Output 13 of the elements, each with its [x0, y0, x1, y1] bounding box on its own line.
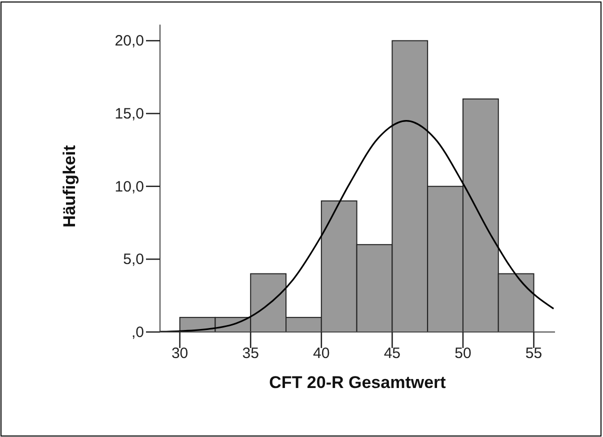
x-tick-label: 40 — [313, 345, 330, 362]
x-tick-label: 30 — [171, 345, 188, 362]
x-tick-label: 35 — [242, 345, 259, 362]
x-tick-label: 55 — [525, 345, 542, 362]
x-tick-label: 50 — [454, 345, 472, 362]
y-tick-label: ,0 — [131, 324, 144, 341]
y-tick-label: 20,0 — [114, 32, 144, 50]
y-tick-label: 5,0 — [123, 251, 144, 268]
x-tick-label: 45 — [384, 345, 401, 362]
y-axis-title: Häufigkeit — [60, 144, 79, 228]
y-tick-label: 15,0 — [114, 106, 144, 123]
y-tick-label: 10,0 — [114, 178, 144, 196]
x-axis-title: CFT 20-R Gesamtwert — [269, 373, 446, 392]
